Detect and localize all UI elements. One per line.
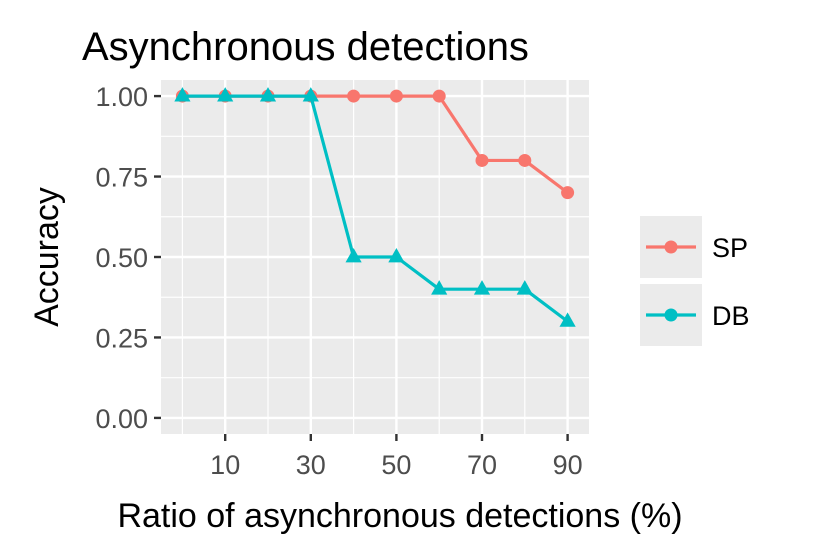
series-layer [174, 87, 576, 327]
legend-marker-sp [664, 240, 678, 254]
legend-label-sp: SP [712, 233, 748, 263]
data-point-db [473, 280, 491, 295]
data-point-sp [432, 89, 446, 103]
y-axis-title: Accuracy [28, 187, 66, 327]
data-point-db [302, 87, 319, 102]
x-axis-title: Ratio of asynchronous detections (%) [117, 497, 682, 535]
data-point-sp [347, 89, 361, 103]
y-tick-label: 0.75 [95, 163, 148, 193]
x-tick-label: 70 [467, 450, 497, 480]
data-point-db [217, 87, 234, 102]
data-point-db [259, 87, 277, 102]
y-tick-label: 1.00 [95, 82, 148, 112]
legend-label-db: DB [712, 301, 750, 331]
data-point-db [174, 87, 191, 102]
data-point-sp [561, 186, 575, 200]
x-tick-label: 50 [381, 450, 411, 480]
y-tick-label: 0.00 [95, 404, 148, 434]
axes: 0.00 0.25 0.50 0.75 1.00 10 30 50 70 90 [95, 82, 582, 480]
x-tick-label: 90 [553, 450, 583, 480]
x-tick-label: 10 [210, 450, 240, 480]
data-point-db [388, 248, 405, 263]
data-point-sp [518, 153, 532, 167]
y-tick-label: 0.50 [95, 243, 148, 273]
data-point-db [345, 248, 362, 263]
chart-title: Asynchronous detections [82, 25, 529, 69]
data-point-sp [475, 153, 489, 167]
data-point-db [516, 280, 533, 295]
data-point-db [559, 312, 576, 327]
series-line-db [182, 94, 569, 323]
data-point-db [431, 280, 448, 295]
x-tick-label: 30 [296, 450, 326, 480]
legend: SP DB [640, 216, 750, 346]
legend-marker-db [664, 308, 678, 322]
data-point-sp [389, 89, 403, 103]
y-tick-label: 0.25 [95, 323, 148, 353]
